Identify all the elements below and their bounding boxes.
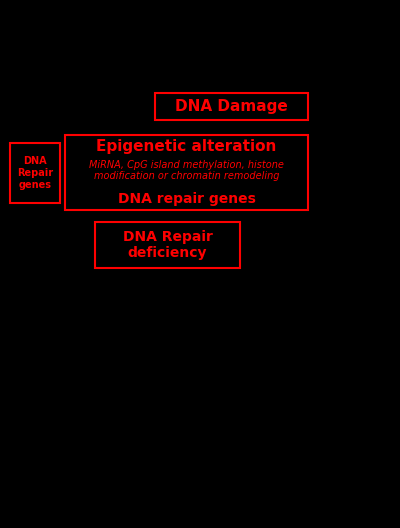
Text: DNA Repair
deficiency: DNA Repair deficiency: [122, 230, 212, 260]
Text: DNA
Repair
genes: DNA Repair genes: [17, 156, 53, 190]
Bar: [65, 135, 308, 210]
Bar: [10, 143, 60, 203]
Bar: [95, 222, 240, 268]
Text: Epigenetic alteration: Epigenetic alteration: [96, 139, 277, 154]
Text: MiRNA, CpG island methylation, histone
modification or chromatin remodeling: MiRNA, CpG island methylation, histone m…: [89, 159, 284, 181]
Text: DNA Damage: DNA Damage: [175, 99, 288, 114]
Bar: [155, 93, 308, 120]
Text: DNA repair genes: DNA repair genes: [118, 192, 256, 206]
